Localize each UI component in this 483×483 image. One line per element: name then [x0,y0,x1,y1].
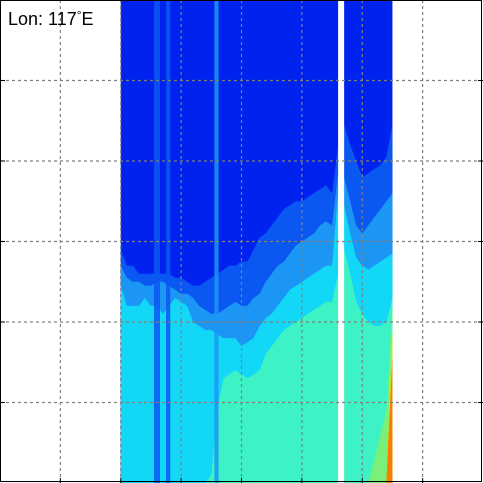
heatmap-level-4 [120,249,393,483]
longitude-annotation: Lon: 117°E [8,8,94,29]
missing-data-gap [338,0,345,483]
heatmap-layer [120,0,393,483]
